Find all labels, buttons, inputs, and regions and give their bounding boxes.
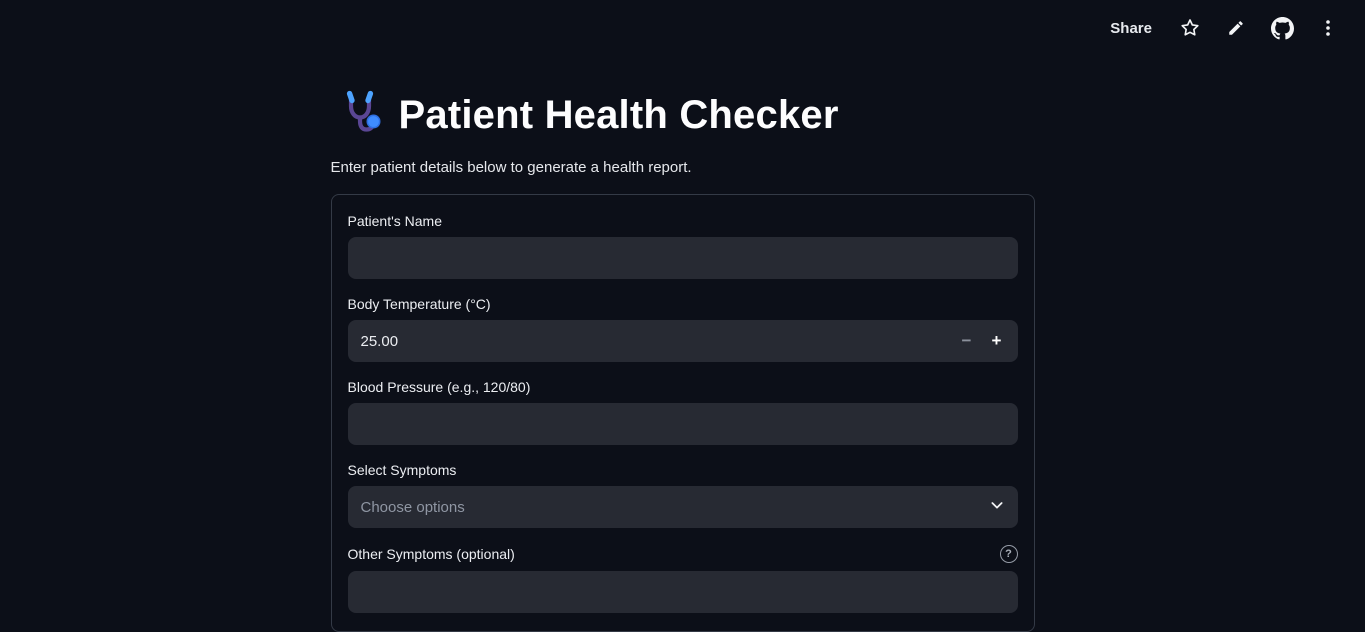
other-symptoms-input[interactable] bbox=[347, 571, 1018, 613]
body-temperature-input[interactable] bbox=[347, 320, 952, 362]
stethoscope-icon bbox=[337, 88, 385, 141]
blood-pressure-label: Blood Pressure (e.g., 120/80) bbox=[347, 379, 531, 395]
field-other-symptoms: Other Symptoms (optional) ? bbox=[347, 545, 1018, 613]
spaces-header: Share bbox=[0, 0, 1365, 56]
other-symptoms-label: Other Symptoms (optional) bbox=[347, 546, 515, 562]
page-title-row: Patient Health Checker bbox=[331, 88, 1035, 141]
github-icon[interactable] bbox=[1268, 14, 1296, 42]
patient-form-panel: Patient's Name Body Temperature (°C) − +… bbox=[330, 194, 1035, 632]
chevron-down-icon bbox=[989, 497, 1005, 517]
pencil-icon[interactable] bbox=[1222, 14, 1250, 42]
page-subtitle: Enter patient details below to generate … bbox=[330, 159, 692, 176]
symptoms-dropdown-placeholder: Choose options bbox=[360, 498, 465, 516]
body-temperature-number: − + bbox=[347, 320, 1018, 362]
field-blood-pressure: Blood Pressure (e.g., 120/80) bbox=[347, 379, 1018, 445]
field-body-temperature: Body Temperature (°C) − + bbox=[347, 296, 1018, 362]
field-select-symptoms: Select Symptoms Choose options bbox=[347, 462, 1018, 528]
share-button[interactable]: Share bbox=[1104, 16, 1158, 41]
star-icon[interactable] bbox=[1176, 14, 1204, 42]
kebab-menu-icon[interactable] bbox=[1314, 14, 1342, 42]
symptoms-dropdown[interactable]: Choose options bbox=[347, 486, 1018, 528]
page-title: Patient Health Checker bbox=[398, 92, 839, 137]
question-circle-icon[interactable]: ? bbox=[999, 545, 1018, 563]
patient-name-input[interactable] bbox=[347, 237, 1018, 279]
field-patient-name: Patient's Name bbox=[347, 213, 1018, 279]
increment-button[interactable]: + bbox=[982, 320, 1012, 362]
decrement-button[interactable]: − bbox=[952, 320, 982, 362]
patient-name-label: Patient's Name bbox=[347, 213, 443, 229]
select-symptoms-label: Select Symptoms bbox=[347, 462, 457, 478]
app-content: Patient Health Checker Enter patient det… bbox=[330, 88, 1035, 632]
blood-pressure-input[interactable] bbox=[347, 403, 1018, 445]
body-temperature-label: Body Temperature (°C) bbox=[347, 296, 491, 312]
